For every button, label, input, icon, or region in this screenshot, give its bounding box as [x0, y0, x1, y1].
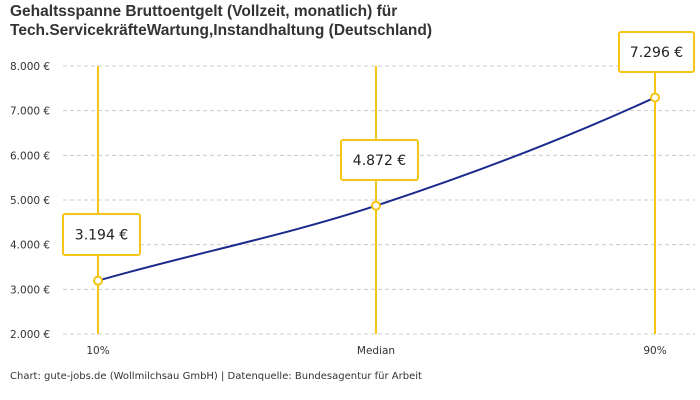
- y-tick-label: 8.000 €: [10, 61, 50, 73]
- title-line-2: Tech.ServicekräfteWartung,Instandhaltung…: [10, 22, 433, 39]
- data-point: [93, 275, 103, 286]
- chart-footer: Chart: gute-jobs.de (Wollmilchsau GmbH) …: [10, 371, 422, 382]
- y-tick-label: 3.000 €: [10, 284, 50, 296]
- value-label: 7.296 €: [630, 45, 683, 61]
- value-label-box: [340, 139, 419, 181]
- y-tick-label: 7.000 €: [10, 106, 50, 118]
- x-tick-label: 10%: [86, 345, 109, 357]
- y-tick-label: 4.000 €: [10, 240, 50, 252]
- title-line-1: Gehaltsspanne Bruttoentgelt (Vollzeit, m…: [10, 3, 398, 20]
- data-point: [371, 200, 381, 211]
- x-tick-label: 90%: [643, 345, 666, 357]
- value-label-box: [62, 213, 141, 256]
- value-label-box: [618, 31, 695, 73]
- y-tick-label: 6.000 €: [10, 150, 50, 162]
- y-tick-label: 2.000 €: [10, 329, 50, 341]
- x-tick-label: Median: [357, 345, 395, 357]
- data-point: [650, 92, 660, 103]
- value-label: 3.194 €: [75, 228, 128, 244]
- y-tick-label: 5.000 €: [10, 195, 50, 207]
- value-label: 4.872 €: [353, 153, 406, 169]
- chart-title: Gehaltsspanne Bruttoentgelt (Vollzeit, m…: [10, 2, 432, 40]
